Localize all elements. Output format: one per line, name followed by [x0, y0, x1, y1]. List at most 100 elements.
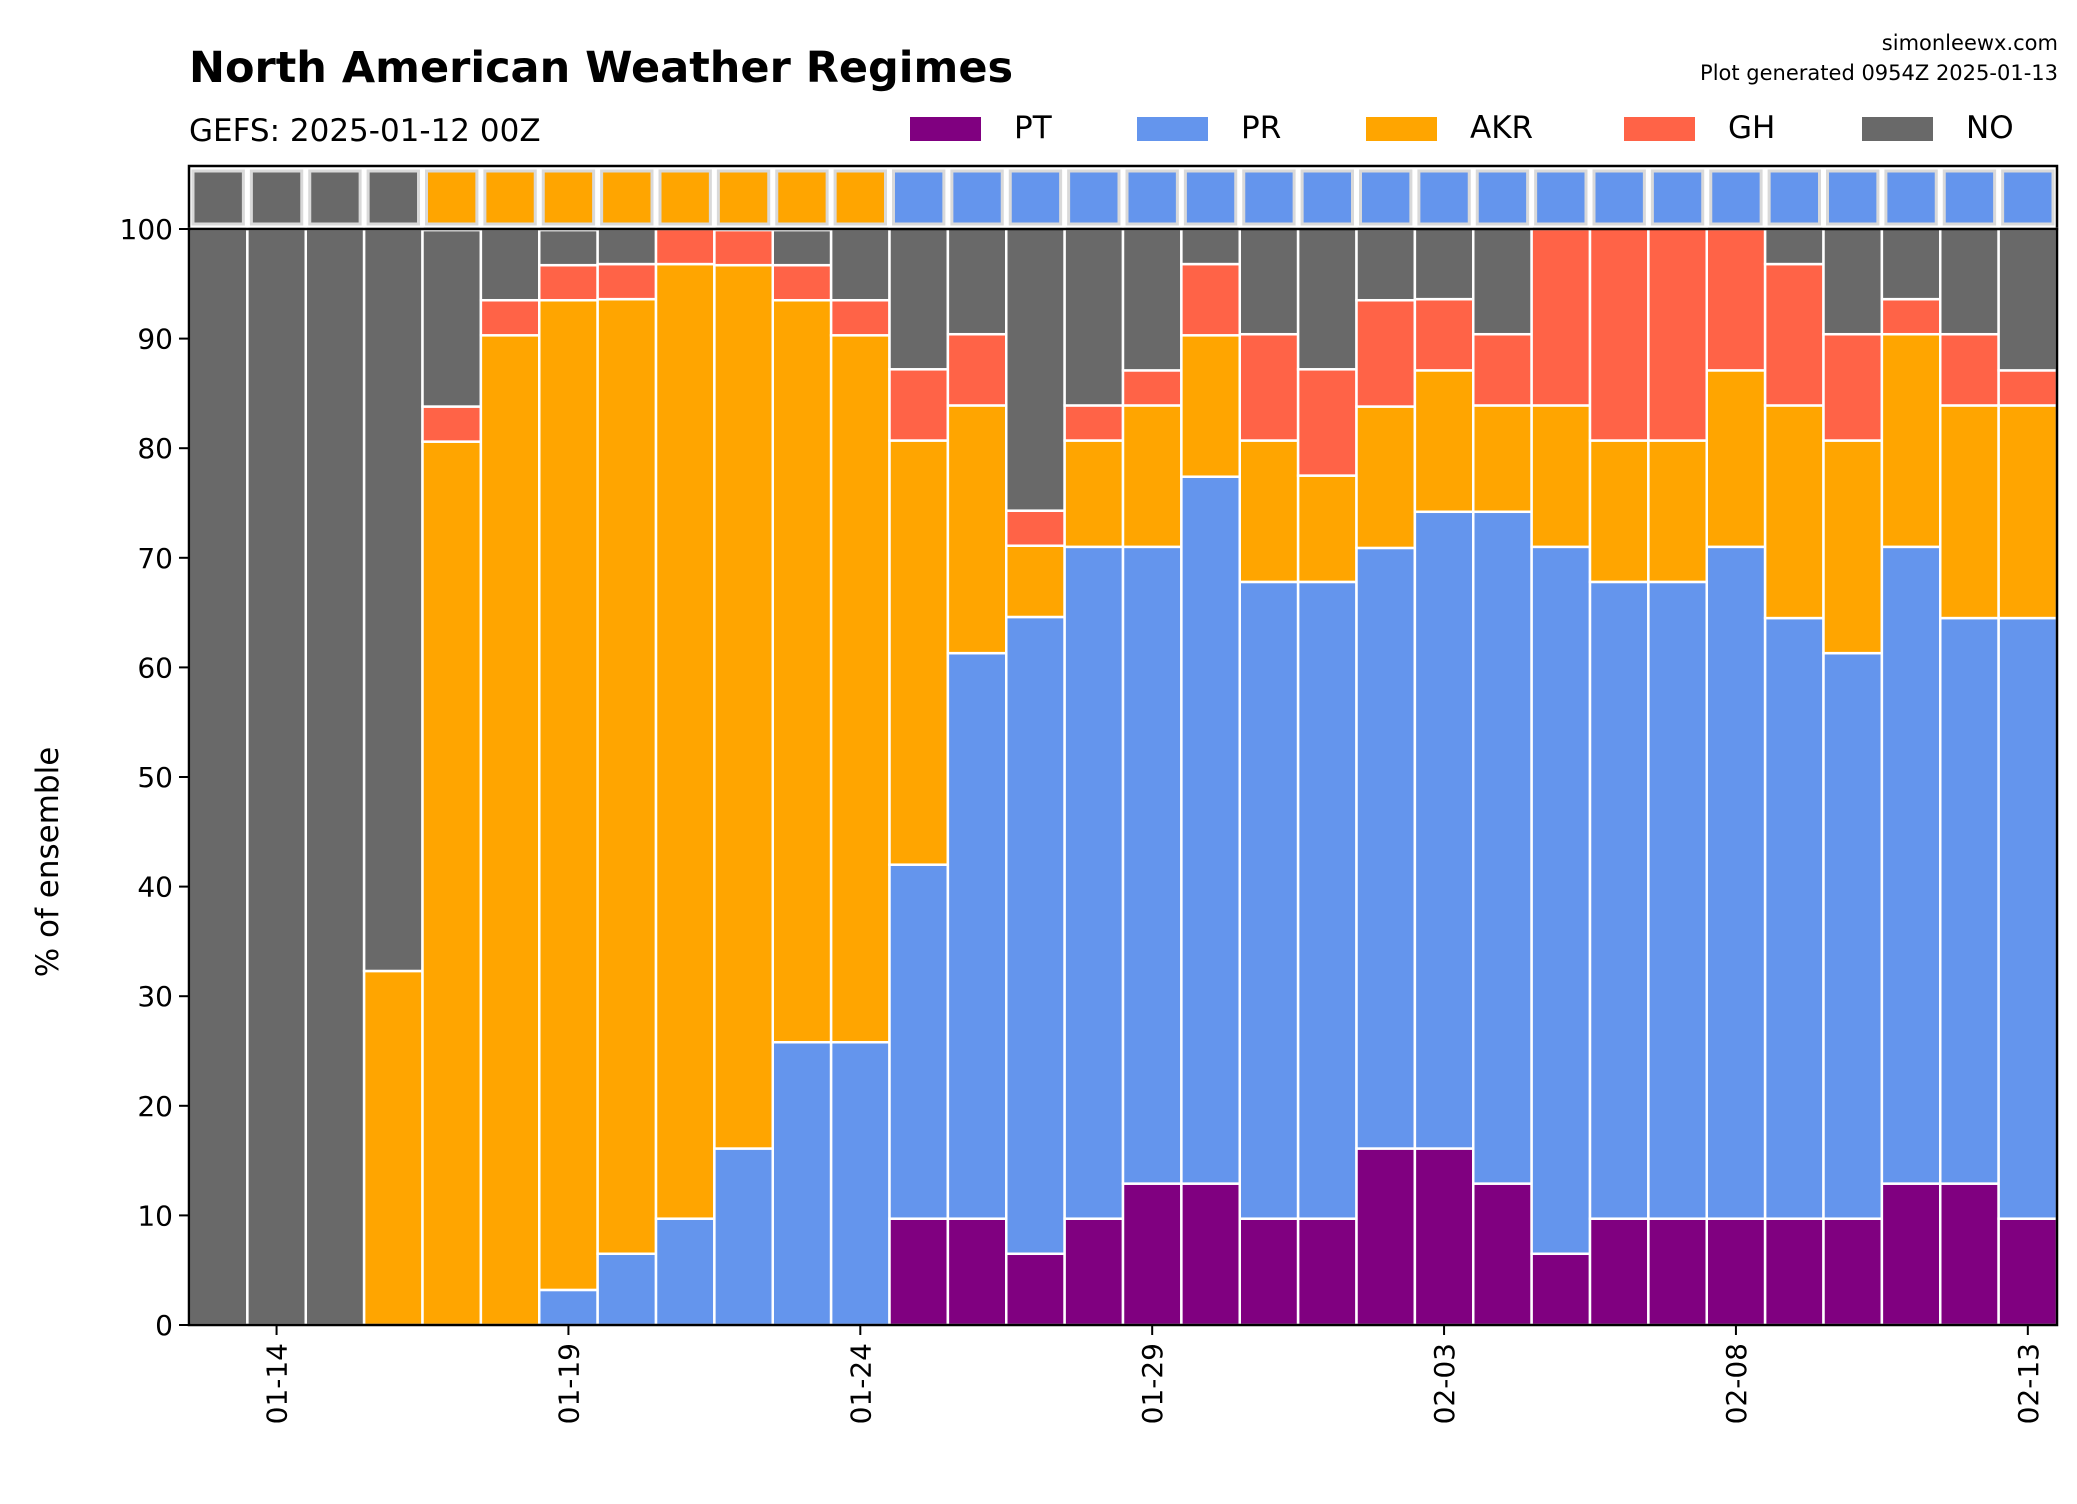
legend-label-pr: PR — [1241, 110, 1281, 146]
strip-cell-pr — [2001, 169, 2055, 226]
strip-cell-akr — [716, 169, 771, 226]
bar-segment-pt — [1588, 1217, 1650, 1327]
bar-segment-gh — [596, 262, 658, 301]
bar-segment-pt — [1063, 1217, 1125, 1327]
bar-segment-pt — [1180, 1182, 1241, 1327]
bar-segment-gh — [1005, 509, 1066, 547]
bar-segment-pr — [1705, 545, 1767, 1220]
bar-segment-akr — [596, 297, 658, 1256]
bar-segment-pr — [1822, 651, 1884, 1220]
bar-segment-akr — [421, 440, 483, 1327]
bar-segment-no — [829, 227, 891, 302]
bar-segment-pr — [654, 1217, 716, 1327]
strip-cell-akr — [833, 169, 887, 226]
bar-segment-pt — [1238, 1217, 1300, 1327]
bar-segment-akr — [888, 439, 950, 866]
strip-cell-pr — [1592, 169, 1646, 226]
x-tick-label: 01-14 — [261, 1343, 294, 1424]
bar-segment-akr — [829, 334, 891, 1044]
bar-segment-gh — [1413, 297, 1475, 372]
bar-segment-akr — [1413, 369, 1475, 514]
strip-cell-pr — [892, 169, 946, 226]
bar-segment-akr — [1063, 439, 1125, 549]
bar-segment-akr — [1180, 334, 1241, 478]
bar-segment-akr — [1997, 404, 2059, 620]
bar-segment-no — [479, 227, 541, 302]
bar-segment-gh — [654, 227, 716, 266]
bar-segment-gh — [829, 298, 891, 337]
y-tick-label: 30 — [137, 980, 173, 1013]
bar-segment-no — [1763, 227, 1825, 266]
y-tick-label: 80 — [137, 432, 173, 465]
legend-swatch-pr — [1137, 117, 1208, 141]
bar-segment-gh — [1647, 226, 1708, 442]
bar-segment-pr — [713, 1147, 774, 1327]
bar-segment-pt — [946, 1217, 1008, 1327]
bar-segment-gh — [1997, 369, 2059, 407]
bar-segment-pr — [829, 1040, 891, 1327]
stacked-bars — [187, 226, 2059, 1327]
bar-segment-pt — [1530, 1252, 1592, 1327]
bar-segment-pt — [1705, 1217, 1767, 1327]
strip-cell-akr — [658, 169, 712, 226]
bar-segment-gh — [1822, 332, 1884, 442]
bar-segment-pr — [1763, 616, 1825, 1220]
legend-swatch-akr — [1366, 117, 1437, 141]
bar-segment-pr — [1063, 545, 1125, 1220]
bar-segment-pt — [1005, 1252, 1066, 1327]
strip-cell-no — [308, 169, 362, 226]
y-tick-label: 60 — [137, 651, 173, 684]
bar-segment-akr — [771, 298, 833, 1044]
bar-segment-gh — [538, 263, 599, 302]
bar-segment-gh — [946, 332, 1008, 407]
y-tick-label: 70 — [137, 542, 173, 575]
bar-segment-gh — [1472, 332, 1533, 407]
strip-cell-pr — [950, 169, 1004, 226]
bar-segment-akr — [1238, 439, 1300, 584]
y-tick-label: 100 — [120, 213, 173, 246]
strip-cell-pr — [1826, 169, 1880, 226]
legend-swatch-no — [1862, 117, 1933, 141]
strip-cell-pr — [1475, 169, 1530, 226]
bar-segment-akr — [1530, 404, 1592, 549]
bar-segment-pr — [596, 1252, 658, 1327]
bar-segment-pt — [1296, 1217, 1358, 1327]
bar-segment-no — [1063, 227, 1125, 407]
bar-segment-akr — [1005, 544, 1066, 619]
legend-swatch-gh — [1624, 117, 1695, 141]
axes: 0 10 20 30 40 50 60 70 80 90 100 01-14 01-19 01-24 01-… — [120, 213, 2059, 1424]
bar-segment-gh — [888, 368, 950, 442]
bar-segment-pt — [1647, 1217, 1708, 1327]
chart-subtitle: GEFS: 2025-01-12 00Z — [189, 113, 541, 149]
bar-segment-no — [1121, 227, 1183, 372]
bar-segment-gh — [1705, 227, 1767, 372]
bar-segment-gh — [1180, 262, 1241, 337]
strip-cell-akr — [600, 169, 654, 226]
bar-segment-gh — [1939, 332, 2000, 407]
bar-segment-no — [1180, 227, 1241, 266]
x-tick-label: 01-24 — [844, 1343, 877, 1424]
strip-cell-pr — [1008, 169, 1063, 226]
bar-segment-pr — [1472, 510, 1533, 1185]
bar-segment-pr — [1121, 545, 1183, 1185]
strip-cell-akr — [483, 169, 537, 226]
dominant-regime-strip — [187, 164, 2059, 231]
bar-segment-pr — [1238, 580, 1300, 1220]
bar-segment-pr — [771, 1040, 833, 1327]
bar-segment-akr — [479, 334, 541, 1327]
bar-segment-gh — [713, 228, 774, 267]
bar-segment-no — [1997, 227, 2059, 372]
bar-segment-pr — [1005, 615, 1066, 1256]
y-tick-label: 10 — [137, 1199, 173, 1232]
bar-segment-akr — [1880, 332, 1942, 549]
x-tick-label: 01-29 — [1136, 1343, 1169, 1424]
bar-segment-akr — [1121, 404, 1183, 549]
bar-segment-pt — [1121, 1182, 1183, 1327]
bar-segment-no — [362, 227, 424, 973]
bar-segment-no — [187, 227, 249, 1327]
bar-segment-pr — [946, 651, 1008, 1220]
bar-segment-pt — [1355, 1147, 1417, 1327]
bar-segment-pr — [1880, 545, 1942, 1185]
bar-segment-no — [538, 228, 599, 267]
bar-segment-no — [1238, 226, 1300, 336]
